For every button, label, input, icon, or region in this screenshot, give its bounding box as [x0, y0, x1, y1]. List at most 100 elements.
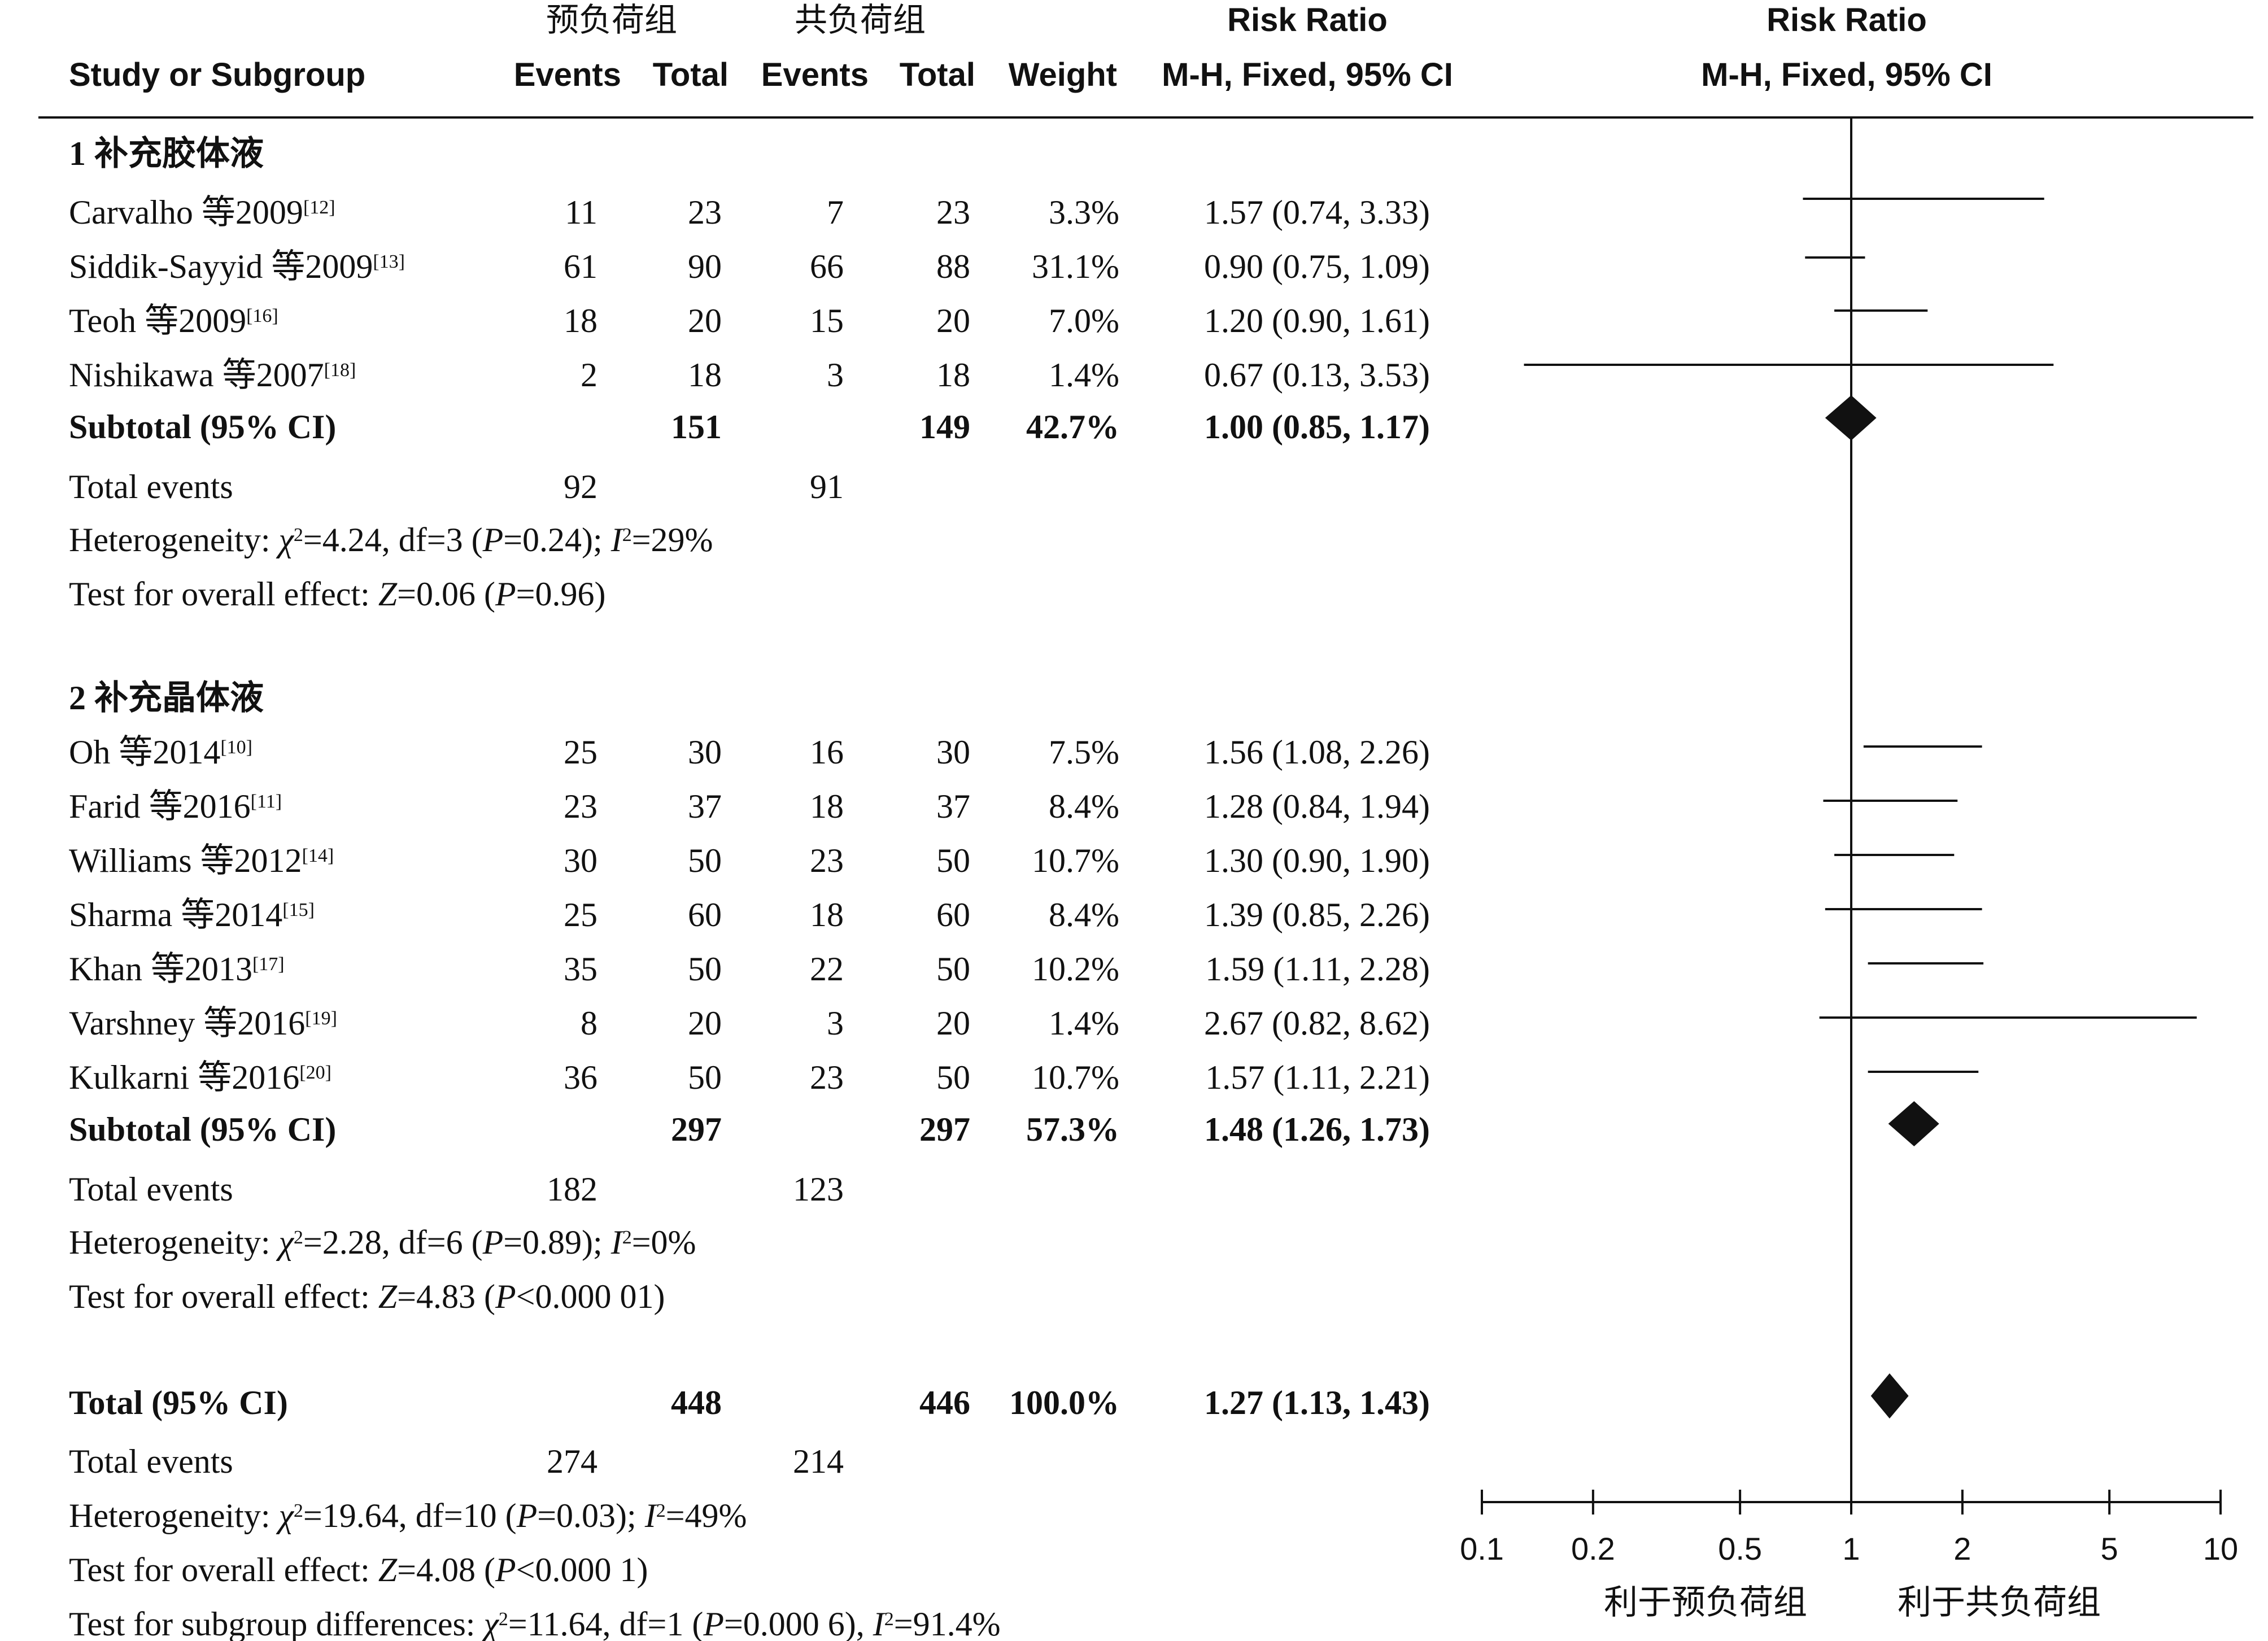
plot-header-method: M-H, Fixed, 95% CI [1701, 56, 1992, 93]
weight-value: 8.4% [1049, 896, 1119, 933]
subgroup-title: 1 补充胶体液 [69, 135, 264, 172]
events-exp: 11 [565, 194, 597, 231]
chi-sup: 2 [294, 525, 303, 545]
study-ref: [14] [302, 845, 334, 866]
study-ref: [13] [373, 251, 405, 272]
study-name: Carvalho 等2009[12] [69, 194, 335, 231]
study-label: Kulkarni 等2016 [69, 1059, 299, 1096]
total-ctl-header: Total [900, 56, 975, 93]
total-ctl: 37 [936, 788, 970, 825]
study-column-header: Study or Subgroup [69, 56, 365, 93]
risk-ratio-ci: 1.57 (0.74, 3.33) [1204, 194, 1430, 231]
events-ctl: 3 [827, 356, 844, 394]
study-label: Nishikawa 等2007 [69, 356, 324, 394]
subtotal-total-exp: 151 [671, 408, 722, 446]
subtotal-label: Subtotal (95% CI) [69, 1111, 336, 1148]
p-symbol: P [495, 575, 516, 613]
subgroup-differences-line: Test for subgroup differences: χ2=11.64,… [69, 1605, 1001, 1641]
z-symbol: Z [378, 1278, 398, 1315]
plot-header-title: Risk Ratio [1767, 2, 1927, 38]
favours-left-label: 利于预负荷组 [1604, 1583, 1807, 1621]
study-ref: [20] [299, 1062, 332, 1083]
group-exp-label: 预负荷组 [546, 2, 677, 38]
study-name: Williams 等2012[14] [69, 842, 334, 879]
study-label: Oh 等2014 [69, 734, 220, 771]
events-ctl: 23 [810, 1059, 844, 1096]
p-symbol: P [482, 1224, 504, 1261]
summary-diamond [1888, 1101, 1939, 1146]
study-name: Khan 等2013[17] [69, 950, 285, 988]
study-label: Carvalho 等2009 [69, 194, 303, 231]
risk-ratio-ci: 0.67 (0.13, 3.53) [1204, 356, 1430, 394]
risk-ratio-ci: 0.90 (0.75, 1.09) [1204, 248, 1430, 285]
events-exp-header: Events [514, 56, 621, 93]
risk-ratio-ci: 1.20 (0.90, 1.61) [1204, 302, 1430, 339]
summary-diamond [1870, 1373, 1909, 1419]
i-text: =29% [632, 521, 713, 558]
study-ref: [16] [246, 305, 278, 326]
total-events-label: Total events [69, 1443, 233, 1480]
events-exp: 23 [564, 788, 597, 825]
subtotal-ci: 1.00 (0.85, 1.17) [1204, 408, 1430, 446]
total-ctl: 50 [936, 842, 970, 879]
total-events-label: Total events [69, 468, 233, 505]
z-text: =4.08 ( [397, 1551, 495, 1588]
total-ctl: 88 [936, 248, 970, 285]
total-ctl: 18 [936, 356, 970, 394]
study-label: Siddik-Sayyid 等2009 [69, 248, 373, 285]
i-text: =49% [666, 1497, 747, 1534]
total-events-exp: 274 [547, 1443, 597, 1480]
total-exp-header: Total [653, 56, 729, 93]
events-exp: 8 [581, 1005, 597, 1042]
x-tick-label: 1 [1842, 1531, 1860, 1566]
total-ctl: 30 [936, 734, 970, 771]
chi-text: =4.24, df=3 ( [303, 521, 483, 558]
subtotal-total-ctl: 149 [919, 408, 970, 446]
study-name: Teoh 等2009[16] [69, 302, 278, 339]
risk-ratio-ci: 1.59 (1.11, 2.28) [1205, 950, 1430, 988]
study-name: Nishikawa 等2007[18] [69, 356, 356, 394]
study-ref: [11] [251, 791, 282, 812]
subtotal-ci: 1.27 (1.13, 1.43) [1204, 1384, 1430, 1421]
total-events-ctl: 91 [810, 468, 844, 505]
p-text: =0.96) [516, 575, 606, 613]
events-ctl: 3 [827, 1005, 844, 1042]
total-ctl: 23 [936, 194, 970, 231]
events-exp: 61 [564, 248, 597, 285]
p-symbol: P [482, 521, 504, 558]
subtotal-weight: 100.0% [1009, 1384, 1119, 1421]
i-text: =91.4% [894, 1605, 1001, 1641]
events-ctl: 16 [810, 734, 844, 771]
total-exp: 20 [688, 302, 722, 339]
subtotal-total-exp: 448 [671, 1384, 722, 1421]
subtotal-ci: 1.48 (1.26, 1.73) [1204, 1111, 1430, 1148]
risk-ratio-ci: 1.57 (1.11, 2.21) [1205, 1059, 1430, 1096]
total-exp: 18 [688, 356, 722, 394]
total-exp: 37 [688, 788, 722, 825]
favours-right-label: 利于共负荷组 [1898, 1583, 2101, 1621]
study-label: Farid 等2016 [69, 788, 251, 825]
p-symbol: P [516, 1497, 538, 1534]
events-ctl: 18 [810, 896, 844, 933]
stat-prefix: Test for subgroup differences: [69, 1605, 483, 1641]
chi-symbol: χ [276, 1497, 295, 1534]
total-ctl: 20 [936, 1005, 970, 1042]
study-ref: [12] [303, 197, 335, 218]
chi-symbol: χ [276, 521, 295, 558]
study-name: Kulkarni 等2016[20] [69, 1059, 332, 1096]
risk-ratio-ci: 1.39 (0.85, 2.26) [1204, 896, 1430, 933]
events-exp: 18 [564, 302, 597, 339]
rr-header-method: M-H, Fixed, 95% CI [1162, 56, 1453, 93]
heterogeneity-line: Heterogeneity: χ2=2.28, df=6 (P=0.89); I… [69, 1224, 696, 1261]
z-symbol: Z [378, 1551, 398, 1588]
total-exp: 50 [688, 842, 722, 879]
events-exp: 35 [564, 950, 597, 988]
chi-symbol: χ [481, 1605, 499, 1641]
heterogeneity-line: Heterogeneity: χ2=4.24, df=3 (P=0.24); I… [69, 521, 713, 558]
x-tick-label: 0.1 [1460, 1531, 1504, 1566]
risk-ratio-ci: 1.56 (1.08, 2.26) [1204, 734, 1430, 771]
i-symbol: I [644, 1497, 658, 1534]
i-symbol: I [873, 1605, 886, 1641]
overall-effect-line: Test for overall effect: Z=4.83 (P<0.000… [69, 1278, 665, 1315]
